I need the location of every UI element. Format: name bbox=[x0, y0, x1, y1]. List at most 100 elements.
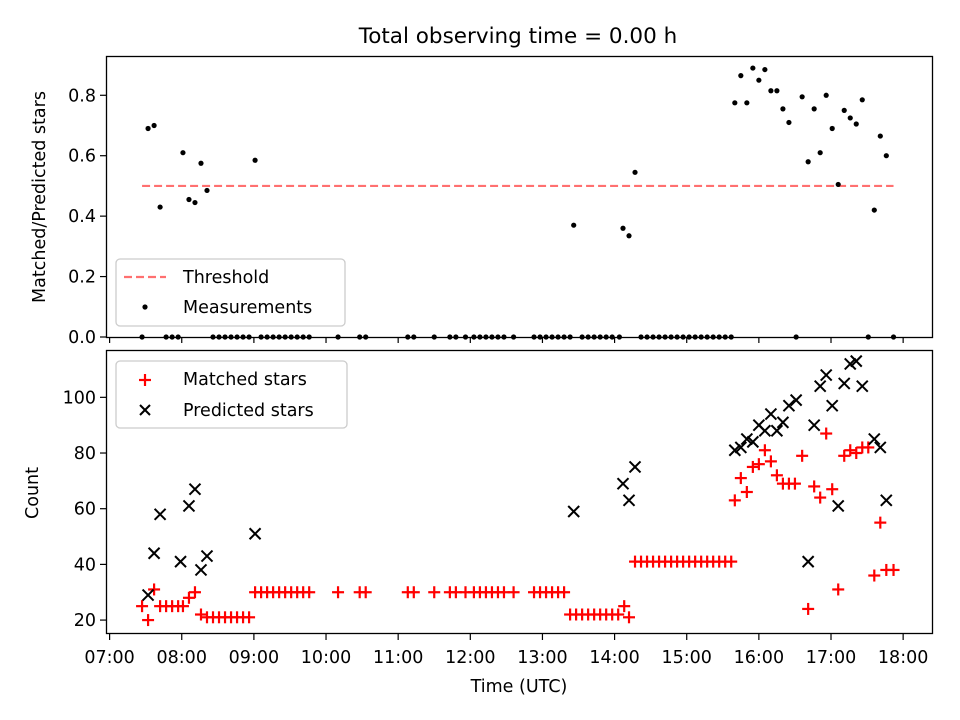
x-tick-label: 17:00 bbox=[806, 648, 856, 668]
measurement-point bbox=[252, 157, 258, 163]
matched-star-point bbox=[623, 611, 636, 624]
measurement-point bbox=[871, 207, 877, 213]
matched-star-point bbox=[844, 444, 857, 457]
matched-star-point bbox=[359, 586, 372, 599]
bottom-y-tick-label: 20 bbox=[74, 611, 96, 631]
measurement-point bbox=[817, 150, 823, 156]
matched-star-point bbox=[746, 460, 759, 473]
matched-star-point bbox=[142, 614, 155, 627]
predicted-star-point bbox=[819, 368, 833, 382]
bottom-axes-frame bbox=[105, 349, 934, 635]
x-tick-label: 15:00 bbox=[662, 648, 712, 668]
bottom-y-tick-label: 100 bbox=[63, 388, 96, 408]
measurement-point bbox=[799, 94, 805, 100]
measurement-point bbox=[571, 222, 577, 228]
matched-star-point bbox=[507, 586, 520, 599]
measurement-point bbox=[620, 225, 626, 231]
top-y-tick-label: 0.8 bbox=[68, 86, 96, 106]
x-tick-label: 08:00 bbox=[157, 648, 207, 668]
measurement-point bbox=[632, 169, 638, 175]
predicted-star-point bbox=[868, 432, 881, 446]
matched-star-point bbox=[868, 569, 881, 582]
bottom-y-tick-label: 60 bbox=[74, 500, 96, 520]
matched-star-point bbox=[332, 586, 345, 599]
bottom-y-ticks: 20 40 60 80 100 bbox=[63, 388, 106, 631]
predicted-star-point bbox=[188, 483, 202, 496]
predicted-star-point bbox=[174, 555, 187, 568]
matched-star-point bbox=[808, 480, 821, 493]
predicted-star-point bbox=[616, 477, 630, 490]
matched-star-point bbox=[796, 449, 809, 462]
matched-star-point bbox=[814, 491, 827, 504]
predicted-star-point bbox=[758, 424, 772, 437]
predicted-star-point bbox=[734, 441, 748, 454]
measurement-point bbox=[829, 125, 835, 132]
matched-star-point bbox=[802, 602, 815, 615]
measurement-point bbox=[774, 88, 780, 94]
matched-star-point bbox=[740, 486, 753, 498]
measurement-point bbox=[151, 122, 157, 129]
matched-star-point bbox=[862, 441, 875, 454]
matched-star-point bbox=[770, 469, 783, 482]
matched-star-point bbox=[194, 608, 207, 621]
predicted-star-point bbox=[856, 379, 869, 393]
predicted-star-point bbox=[807, 418, 821, 432]
measurement-point bbox=[198, 160, 204, 166]
measurement-point bbox=[768, 88, 774, 94]
matched-star-point bbox=[820, 427, 833, 440]
matched-star-point bbox=[826, 483, 839, 496]
matched-star-point bbox=[303, 586, 316, 599]
predicted-star-point bbox=[844, 357, 857, 371]
threshold-legend-label: Threshold bbox=[182, 268, 269, 288]
predicted-star-point bbox=[776, 416, 790, 429]
measurement-point bbox=[835, 181, 841, 188]
measurement-point bbox=[732, 100, 738, 106]
x-tick-label: 12:00 bbox=[445, 648, 495, 668]
predicted-star-point bbox=[153, 508, 167, 521]
matched-legend-marker bbox=[139, 374, 151, 386]
measurement-point bbox=[756, 77, 762, 83]
x-tick-label: 11:00 bbox=[373, 648, 423, 668]
predicted-star-point bbox=[825, 399, 839, 412]
measurement-point bbox=[823, 92, 829, 98]
matched-star-point bbox=[182, 591, 195, 604]
matched-star-point bbox=[176, 600, 189, 613]
measurement-point bbox=[780, 106, 786, 112]
predicted-star-point bbox=[764, 407, 778, 421]
predicted-star-point bbox=[770, 424, 784, 437]
measurement-point bbox=[157, 204, 163, 210]
top-axes-frame bbox=[105, 55, 934, 339]
matched-star-point bbox=[752, 458, 765, 471]
matched-legend-label: Matched stars bbox=[183, 370, 307, 390]
matched-star-point bbox=[838, 449, 851, 462]
x-tick-label: 07:00 bbox=[84, 648, 134, 668]
predicted-star-point bbox=[789, 393, 803, 407]
predicted-star-point bbox=[874, 441, 887, 454]
predicted-star-point bbox=[194, 563, 208, 577]
measurements-legend-marker bbox=[142, 304, 148, 310]
measurement-point bbox=[762, 66, 768, 73]
predicted-star-point bbox=[567, 505, 580, 518]
predicted-star-point bbox=[728, 444, 742, 457]
measurement-point bbox=[180, 150, 186, 156]
predicted-legend-marker bbox=[139, 404, 151, 416]
predicted-star-point bbox=[147, 547, 161, 560]
matched-star-point bbox=[887, 563, 900, 576]
top-y-axis-label: Matched/Predicted stars bbox=[30, 91, 50, 303]
x-tick-label: 13:00 bbox=[517, 648, 567, 668]
predicted-star-point bbox=[740, 432, 754, 446]
top-legend: Threshold Measurements bbox=[115, 258, 346, 327]
predicted-star-point bbox=[200, 549, 214, 563]
matched-star-point bbox=[558, 586, 571, 599]
matched-star-point bbox=[832, 583, 845, 596]
matched-star-point bbox=[407, 586, 420, 599]
measurement-point bbox=[186, 196, 192, 203]
matched-star-point bbox=[725, 555, 738, 568]
x-axis-label: Time (UTC) bbox=[470, 677, 568, 697]
x-tick-label: 09:00 bbox=[229, 648, 279, 668]
measurement-point bbox=[204, 187, 210, 194]
matched-star-point bbox=[428, 586, 441, 599]
matched-star-point bbox=[618, 600, 631, 613]
bottom-y-axis-label: Count bbox=[23, 467, 43, 519]
measurement-point bbox=[883, 153, 889, 159]
